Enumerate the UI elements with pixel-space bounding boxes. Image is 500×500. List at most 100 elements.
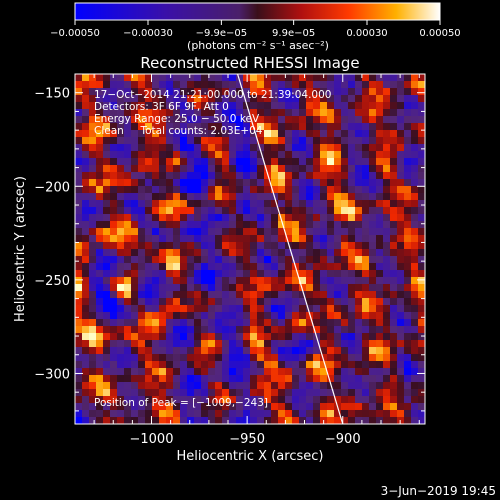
heatmap-cell (187, 410, 195, 418)
heatmap-cell (264, 123, 272, 131)
heatmap-cell (264, 354, 272, 362)
heatmap-cell (320, 123, 328, 131)
heatmap-cell (89, 403, 97, 411)
heatmap-cell (103, 284, 111, 292)
heatmap-cell (243, 270, 251, 278)
heatmap-cell (257, 305, 265, 313)
heatmap-cell (383, 319, 391, 327)
heatmap-cell (390, 319, 398, 327)
heatmap-cell (320, 347, 328, 355)
heatmap-cell (215, 165, 223, 173)
heatmap-cell (306, 200, 314, 208)
heatmap-cell (222, 368, 230, 376)
heatmap-cell (131, 326, 139, 334)
heatmap-cell (215, 214, 223, 222)
heatmap-cell (138, 81, 146, 89)
heatmap-cell (313, 403, 321, 411)
heatmap-cell (236, 375, 244, 383)
heatmap-cell (411, 277, 419, 285)
heatmap-cell (320, 319, 328, 327)
heatmap-cell (292, 95, 300, 103)
heatmap-cell (292, 396, 300, 404)
heatmap-cell (173, 193, 181, 201)
heatmap-cell (208, 340, 216, 348)
heatmap-cell (89, 130, 97, 138)
heatmap-cell (152, 165, 160, 173)
heatmap-cell (89, 249, 97, 257)
heatmap-cell (250, 81, 258, 89)
heatmap-cell (82, 312, 90, 320)
heatmap-cell (194, 193, 202, 201)
heatmap-cell (194, 312, 202, 320)
heatmap-cell (208, 123, 216, 131)
heatmap-cell (411, 354, 419, 362)
heatmap-cell (82, 151, 90, 159)
heatmap-cell (75, 312, 83, 320)
heatmap-cell (327, 277, 335, 285)
heatmap-cell (334, 368, 342, 376)
heatmap-cell (145, 193, 153, 201)
heatmap-cell (145, 172, 153, 180)
heatmap-cell (341, 319, 349, 327)
heatmap-cell (362, 326, 370, 334)
heatmap-cell (334, 291, 342, 299)
heatmap-cell (222, 417, 230, 424)
heatmap-cell (180, 326, 188, 334)
heatmap-cell (348, 158, 356, 166)
heatmap-cell (89, 116, 97, 124)
heatmap-cell (390, 165, 398, 173)
heatmap-cell (194, 200, 202, 208)
heatmap-cell (334, 151, 342, 159)
heatmap-cell (180, 235, 188, 243)
heatmap-cell (117, 116, 125, 124)
heatmap-cell (334, 354, 342, 362)
heatmap-cell (152, 235, 160, 243)
heatmap-cell (222, 179, 230, 187)
heatmap-cell (271, 228, 279, 236)
heatmap-cell (313, 242, 321, 250)
heatmap-cell (187, 256, 195, 264)
heatmap-cell (313, 102, 321, 110)
heatmap-cell (278, 81, 286, 89)
heatmap-cell (145, 186, 153, 194)
heatmap-cell (306, 151, 314, 159)
heatmap-cell (173, 277, 181, 285)
heatmap-cell (306, 326, 314, 334)
heatmap-cell (313, 284, 321, 292)
heatmap-cell (166, 179, 174, 187)
heatmap-cell (383, 214, 391, 222)
heatmap-cell (362, 200, 370, 208)
heatmap-cell (418, 277, 425, 285)
heatmap-cell (327, 228, 335, 236)
heatmap-cell (166, 165, 174, 173)
heatmap-cell (75, 151, 83, 159)
heatmap-cell (152, 172, 160, 180)
heatmap-cell (348, 74, 356, 82)
heatmap-cell (131, 123, 139, 131)
heatmap-cell (243, 263, 251, 271)
heatmap-cell (110, 193, 118, 201)
heatmap-cell (117, 207, 125, 215)
heatmap-cell (390, 74, 398, 82)
heatmap-cell (222, 263, 230, 271)
heatmap-cell (383, 95, 391, 103)
heatmap-cell (159, 165, 167, 173)
heatmap-cell (96, 137, 104, 145)
heatmap-cell (264, 81, 272, 89)
heatmap-cell (208, 235, 216, 243)
heatmap-cell (250, 347, 258, 355)
heatmap-cell (236, 249, 244, 257)
heatmap-cell (404, 347, 412, 355)
heatmap-cell (369, 102, 377, 110)
heatmap-cell (306, 116, 314, 124)
heatmap-cell (145, 403, 153, 411)
heatmap-cell (82, 88, 90, 96)
heatmap-cell (299, 200, 307, 208)
heatmap-cell (138, 151, 146, 159)
heatmap-cell (271, 221, 279, 229)
heatmap-cell (383, 88, 391, 96)
heatmap-cell (89, 326, 97, 334)
heatmap-cell (117, 312, 125, 320)
heatmap-cell (180, 81, 188, 89)
heatmap-cell (390, 249, 398, 257)
